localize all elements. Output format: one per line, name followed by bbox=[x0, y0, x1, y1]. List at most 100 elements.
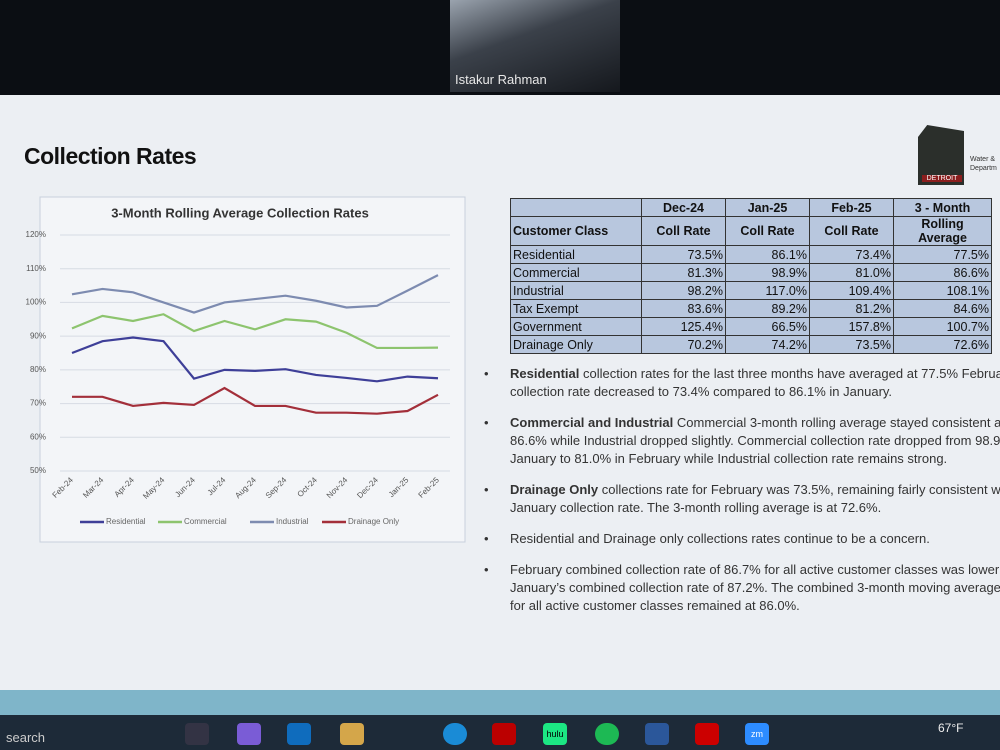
table-cell: Commercial bbox=[510, 263, 642, 282]
bullet: Commercial and Industrial Commercial 3-m… bbox=[484, 414, 1000, 468]
zoom[interactable]: zm bbox=[745, 723, 769, 745]
bullet: Residential and Drainage only collection… bbox=[484, 530, 1000, 548]
table-row: Drainage Only 70.2% 74.2% 73.5% 72.6% bbox=[510, 335, 992, 354]
table-cell: 81.3% bbox=[641, 263, 726, 282]
table-row: Industrial 98.2% 117.0% 109.4% 108.1% bbox=[510, 281, 992, 300]
explorer[interactable] bbox=[340, 723, 364, 745]
table-row: Commercial 81.3% 98.9% 81.0% 86.6% bbox=[510, 263, 992, 282]
logo-dept-line: Water & bbox=[970, 156, 996, 163]
bullet-body: Commercial 3-month rolling average staye… bbox=[510, 415, 1000, 466]
outlook[interactable] bbox=[287, 723, 311, 745]
header-cell: Feb-25 bbox=[809, 198, 894, 217]
weather: 67°F bbox=[938, 721, 964, 735]
bullet-list: Residential collection rates for the las… bbox=[484, 365, 1000, 628]
table-cell: 86.1% bbox=[725, 245, 810, 264]
y-tick-label: 80% bbox=[30, 365, 46, 374]
y-tick-label: 60% bbox=[30, 432, 46, 441]
series-line bbox=[72, 386, 439, 415]
series-line bbox=[71, 336, 439, 383]
acrobat[interactable] bbox=[695, 723, 719, 745]
bullet-lead: Residential bbox=[510, 366, 580, 381]
bullet-lead: Commercial and Industrial bbox=[510, 415, 674, 430]
participant-name: Istakur Rahman bbox=[455, 72, 547, 87]
table-cell: 100.7% bbox=[893, 317, 992, 336]
search-box[interactable]: search bbox=[6, 730, 46, 745]
legend-label: Commercial bbox=[184, 517, 227, 526]
table-cell: 125.4% bbox=[641, 317, 726, 336]
table-cell: 73.5% bbox=[809, 335, 894, 354]
bullet: February combined collection rate of 86.… bbox=[484, 561, 1000, 615]
y-tick-label: 110% bbox=[26, 264, 46, 273]
bullet-text: Residential and Drainage only collection… bbox=[510, 530, 1000, 548]
header-cell: Coll Rate bbox=[641, 216, 726, 246]
table-cell: 117.0% bbox=[725, 281, 810, 300]
table-cell: Drainage Only bbox=[510, 335, 642, 354]
header-cell: Rolling Average bbox=[893, 216, 992, 246]
table-row: Government 125.4% 66.5% 157.8% 100.7% bbox=[510, 317, 992, 336]
bullet-body: Residential and Drainage only collection… bbox=[510, 531, 930, 546]
task-view[interactable] bbox=[185, 723, 209, 745]
table-cell: Industrial bbox=[510, 281, 642, 300]
table-cell: 83.6% bbox=[641, 299, 726, 318]
header-cell: 3 - Month bbox=[893, 198, 992, 217]
table-cell: 108.1% bbox=[893, 281, 992, 300]
chart-title: 3-Month Rolling Average Collection Rates bbox=[111, 205, 369, 220]
header-row: Dec-24 Jan-25 Feb-25 3 - Month bbox=[510, 198, 992, 217]
y-tick-label: 50% bbox=[30, 466, 46, 475]
bullet-lead: Drainage Only bbox=[510, 482, 599, 497]
header-cell: Jan-25 bbox=[725, 198, 810, 217]
video-bar: Istakur Rahman bbox=[0, 0, 1000, 95]
table-cell: 86.6% bbox=[893, 263, 992, 282]
bullet: Drainage Only collections rate for Febru… bbox=[484, 481, 1000, 517]
edge[interactable] bbox=[443, 723, 467, 745]
netflix[interactable] bbox=[492, 723, 516, 745]
table-cell: 81.0% bbox=[809, 263, 894, 282]
table-cell: Tax Exempt bbox=[510, 299, 642, 318]
logo: DETROIT Water & Departm bbox=[918, 125, 1000, 191]
spotify[interactable] bbox=[595, 723, 619, 745]
logo-city: DETROIT bbox=[922, 175, 962, 182]
header-cell: Customer Class bbox=[510, 216, 642, 246]
table-cell: 66.5% bbox=[725, 317, 810, 336]
table-cell: 73.4% bbox=[809, 245, 894, 264]
video-tile bbox=[450, 0, 620, 92]
bullet-body: February combined collection rate of 86.… bbox=[510, 562, 1000, 613]
rates-table: Dec-24 Jan-25 Feb-25 3 - Month Customer Clas… bbox=[510, 198, 992, 354]
table-cell: 72.6% bbox=[893, 335, 992, 354]
desktop-strip bbox=[0, 690, 1000, 715]
header-cell: Dec-24 bbox=[641, 198, 726, 217]
chart: 3-Month Rolling Average Collection Rates… bbox=[26, 196, 466, 543]
y-tick-label: 70% bbox=[30, 399, 46, 408]
bullet-body: collections rate for February was 73.5%,… bbox=[510, 482, 1000, 515]
series-line bbox=[71, 313, 439, 350]
y-tick-label: 120% bbox=[26, 230, 46, 239]
y-tick-label: 90% bbox=[30, 331, 46, 340]
table-cell: 70.2% bbox=[641, 335, 726, 354]
table-cell: 98.2% bbox=[641, 281, 726, 300]
table-cell: Government bbox=[510, 317, 642, 336]
table-cell: 109.4% bbox=[809, 281, 894, 300]
y-tick-label: 100% bbox=[26, 298, 46, 307]
slide-title: Collection Rates bbox=[24, 143, 197, 169]
bullet-text: Residential collection rates for the las… bbox=[510, 365, 1000, 401]
table-row: Tax Exempt 83.6% 89.2% 81.2% 84.6% bbox=[510, 299, 992, 318]
legend-label: Drainage Only bbox=[348, 517, 399, 526]
table-cell: 157.8% bbox=[809, 317, 894, 336]
slide: 3-Month Rolling Average Collection Rates… bbox=[0, 95, 1000, 690]
table-cell: 77.5% bbox=[893, 245, 992, 264]
logo-dept: Water & Departm bbox=[970, 155, 997, 173]
word[interactable] bbox=[645, 723, 669, 745]
legend-label: Industrial bbox=[276, 517, 309, 526]
series-line bbox=[71, 274, 439, 314]
table-cell: 89.2% bbox=[725, 299, 810, 318]
bullet-text: Drainage Only collections rate for Febru… bbox=[510, 481, 1000, 517]
table-cell: 81.2% bbox=[809, 299, 894, 318]
hulu[interactable]: hulu bbox=[543, 723, 567, 745]
taskbar: search hulu zm 67°F bbox=[0, 715, 1000, 750]
header-cell: Coll Rate bbox=[725, 216, 810, 246]
table-cell: 98.9% bbox=[725, 263, 810, 282]
legend-label: Residential bbox=[106, 517, 146, 526]
bullet-text: Commercial and Industrial Commercial 3-m… bbox=[510, 414, 1000, 468]
copilot[interactable] bbox=[237, 723, 261, 745]
table-cell: Residential bbox=[510, 245, 642, 264]
